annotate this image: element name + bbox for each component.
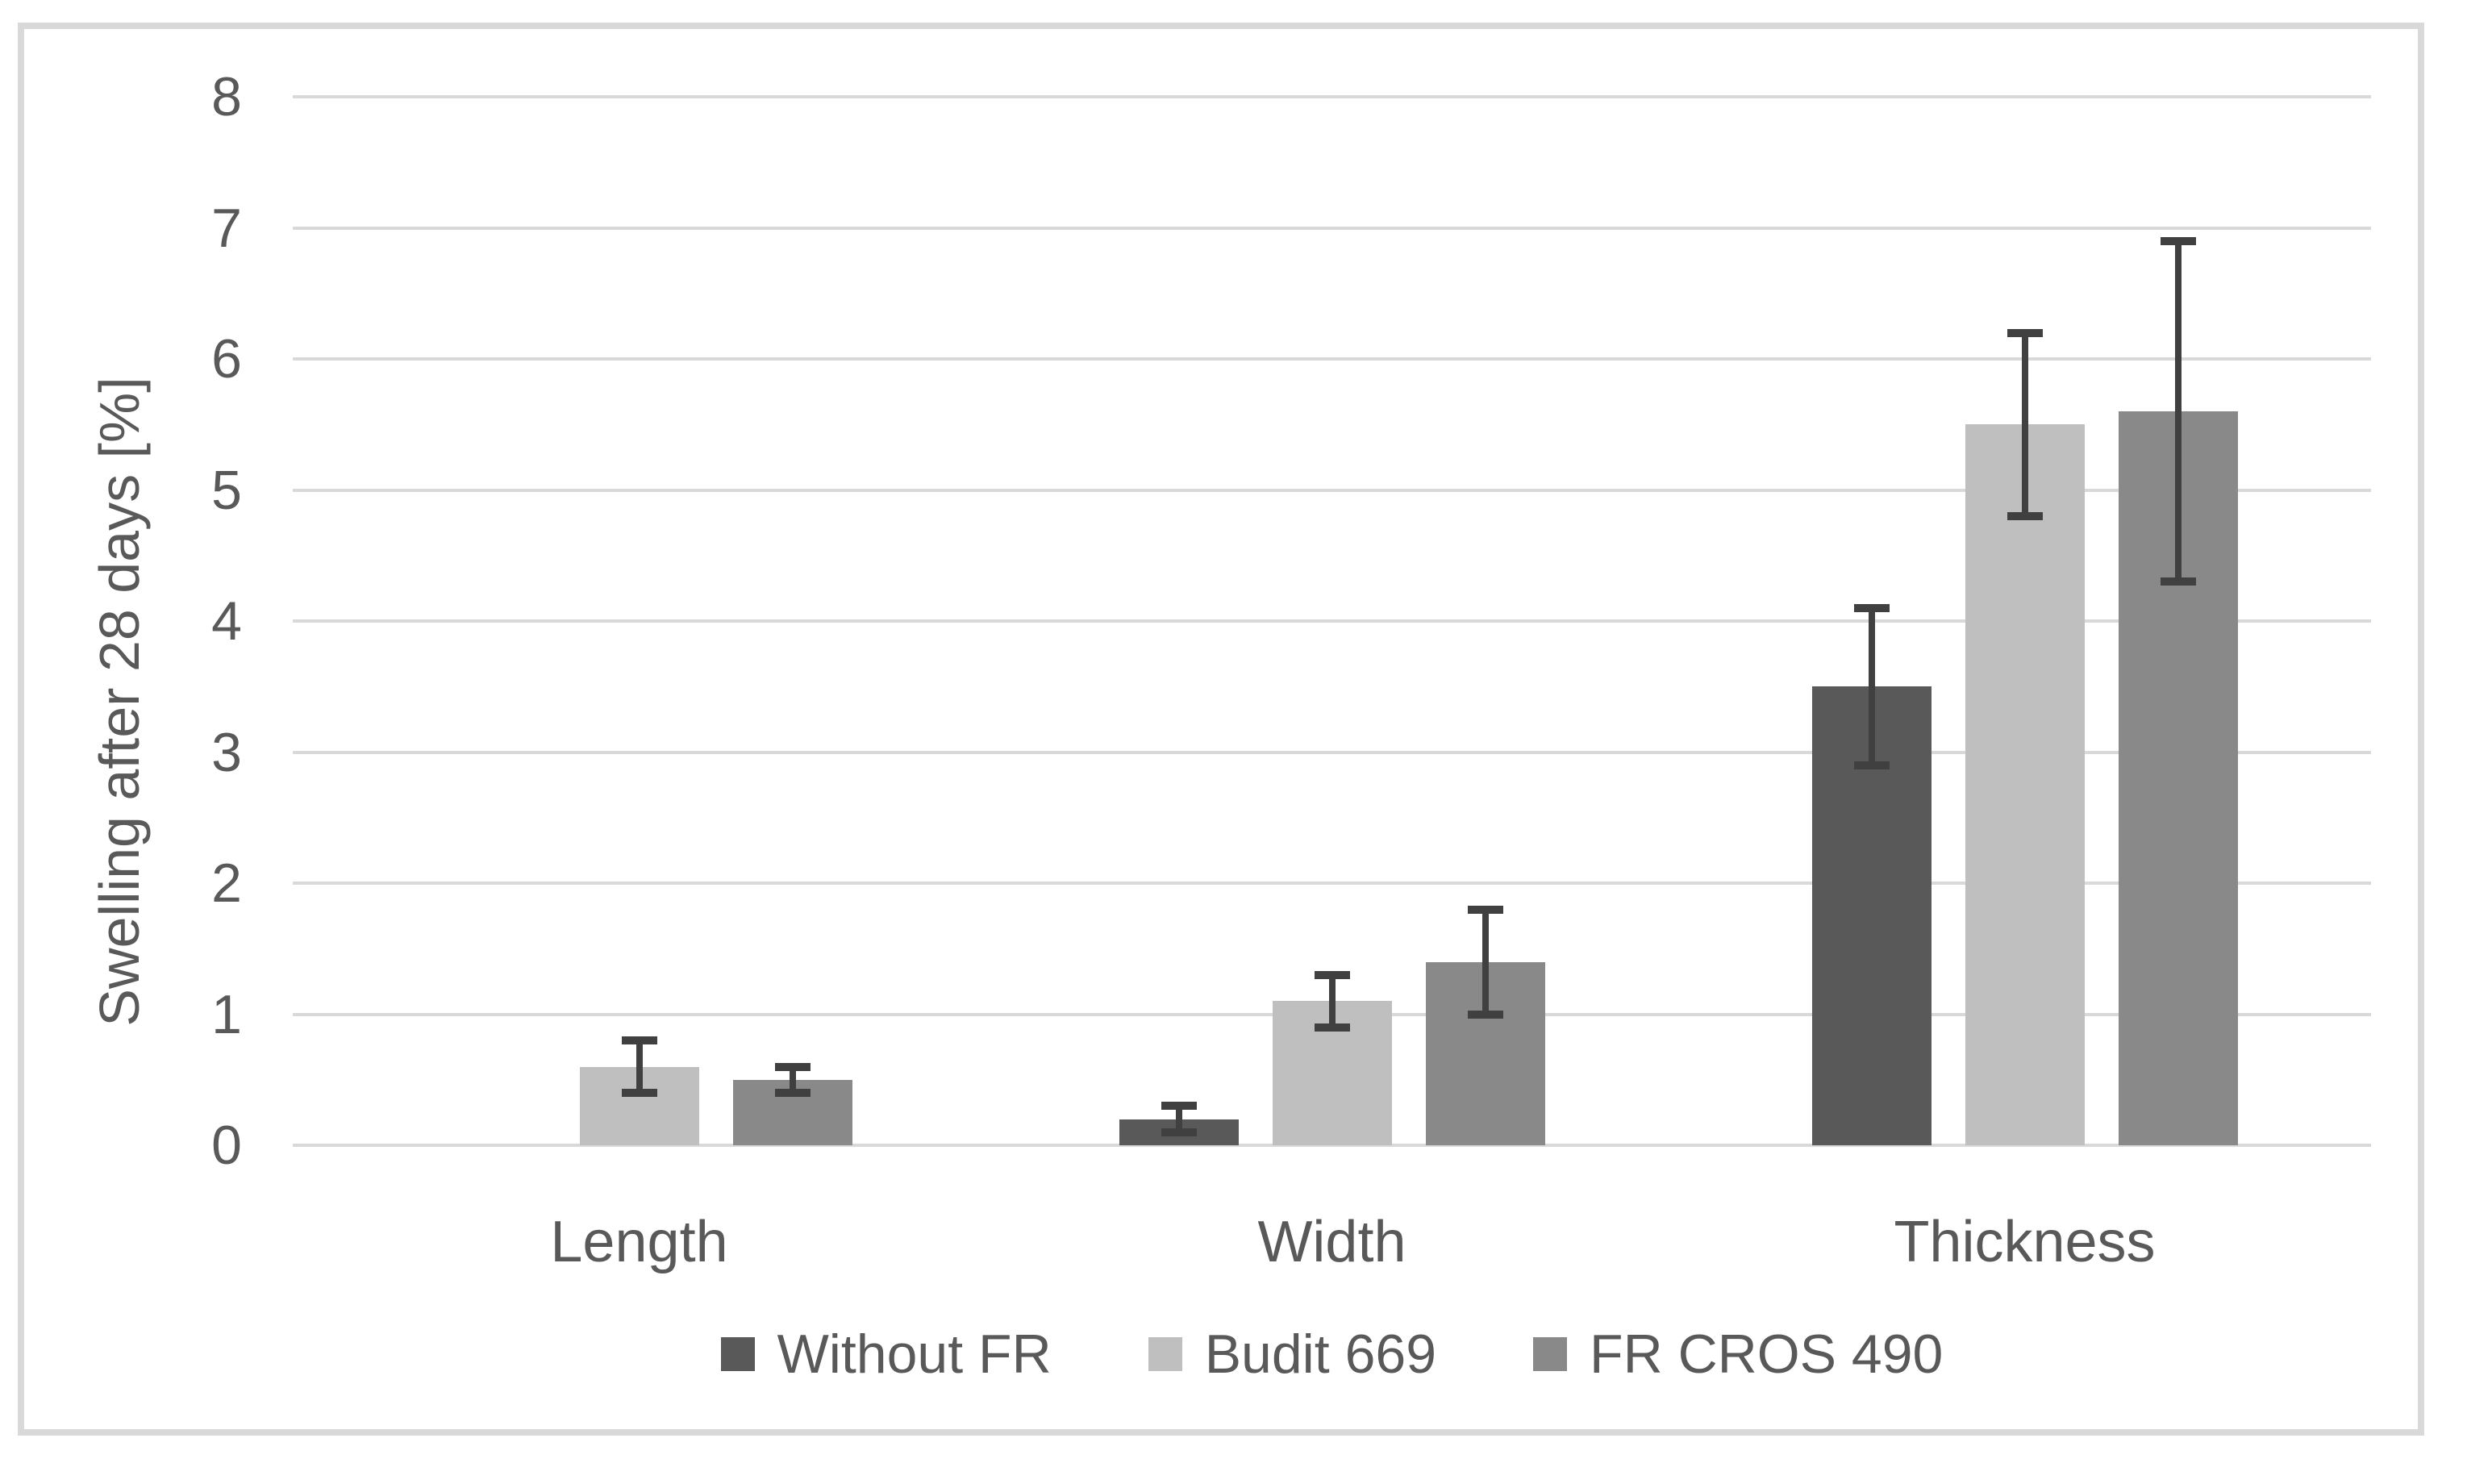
legend-swatch bbox=[720, 1337, 755, 1371]
y-axis-tick-label: 7 bbox=[211, 197, 242, 259]
error-bar-bottom-cap bbox=[1161, 1128, 1197, 1136]
gridline bbox=[293, 488, 2371, 492]
error-bar-line bbox=[2174, 240, 2182, 582]
error-bar-top-cap bbox=[1314, 970, 1350, 979]
error-bar-top-cap bbox=[1161, 1102, 1197, 1111]
error-bar-bottom-cap bbox=[774, 1089, 811, 1097]
gridline bbox=[293, 1144, 2371, 1147]
legend-item: FR CROS 490 bbox=[1533, 1323, 1943, 1386]
y-axis-tick-label: 0 bbox=[211, 1115, 242, 1176]
y-axis-tick-label: 8 bbox=[211, 66, 242, 127]
legend-item: Budit 669 bbox=[1148, 1323, 1436, 1386]
legend-swatch bbox=[1533, 1337, 1568, 1371]
error-bar-top-cap bbox=[2160, 236, 2196, 245]
error-bar-line bbox=[1328, 974, 1336, 1028]
legend-label: Budit 669 bbox=[1204, 1324, 1437, 1385]
y-axis-title: Swelling after 28 days [%] bbox=[88, 377, 151, 1027]
gridline bbox=[293, 882, 2371, 885]
error-bar-bottom-cap bbox=[1314, 1023, 1350, 1032]
gridline bbox=[293, 357, 2371, 361]
legend-item: Without FR bbox=[720, 1323, 1052, 1386]
error-bar-top-cap bbox=[2007, 328, 2043, 337]
error-bar-top-cap bbox=[774, 1062, 811, 1071]
x-category-label: Thickness bbox=[1894, 1210, 2156, 1274]
error-bar-line bbox=[1868, 607, 1875, 765]
gridline bbox=[293, 619, 2371, 623]
error-bar-line bbox=[636, 1040, 643, 1093]
legend-label: Without FR bbox=[777, 1324, 1052, 1385]
gridline bbox=[293, 226, 2371, 230]
y-axis-tick-label: 6 bbox=[211, 328, 242, 390]
x-category-label: Length bbox=[550, 1210, 728, 1274]
error-bar-line bbox=[789, 1066, 796, 1093]
y-axis-tick-label: 4 bbox=[211, 590, 242, 652]
error-bar-bottom-cap bbox=[621, 1089, 657, 1097]
chart-legend: Without FR Budit 669 FR CROS 490 bbox=[293, 1323, 2371, 1386]
error-bar-bottom-cap bbox=[2007, 512, 2043, 520]
legend-swatch bbox=[1148, 1337, 1182, 1371]
bar bbox=[1965, 424, 2085, 1145]
x-category-label: Width bbox=[1257, 1210, 1406, 1274]
error-bar-bottom-cap bbox=[1853, 761, 1890, 769]
y-axis-tick-label: 3 bbox=[211, 721, 242, 783]
y-axis-tick-label: 1 bbox=[211, 983, 242, 1045]
error-bar-top-cap bbox=[621, 1036, 657, 1044]
legend-label: FR CROS 490 bbox=[1590, 1324, 1944, 1385]
error-bar-line bbox=[1481, 909, 1489, 1015]
y-axis-tick-label: 5 bbox=[211, 459, 242, 521]
error-bar-line bbox=[2021, 332, 2028, 516]
error-bar-top-cap bbox=[1853, 603, 1890, 612]
error-bar-bottom-cap bbox=[2160, 577, 2196, 586]
gridline bbox=[293, 750, 2371, 754]
gridline bbox=[293, 95, 2371, 98]
error-bar-top-cap bbox=[1467, 905, 1503, 914]
error-bar-bottom-cap bbox=[1467, 1010, 1503, 1019]
error-bar-line bbox=[1175, 1106, 1182, 1132]
y-axis-tick-label: 2 bbox=[211, 852, 242, 914]
